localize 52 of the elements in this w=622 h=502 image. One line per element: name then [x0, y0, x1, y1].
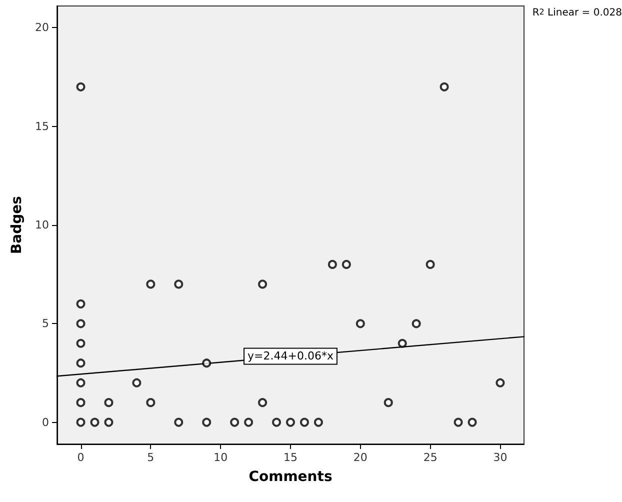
point	[286, 418, 295, 427]
point	[356, 319, 365, 328]
x-tick-label: 30	[493, 451, 508, 464]
x-tick-label: 15	[284, 451, 298, 464]
point	[174, 280, 184, 289]
point	[76, 82, 86, 92]
y-tick-label: 15	[35, 120, 49, 133]
point	[146, 280, 156, 289]
annotation: y=2.44+0.06*x	[248, 350, 334, 363]
point	[146, 398, 156, 408]
point	[76, 418, 86, 427]
point	[76, 398, 86, 408]
point	[104, 418, 114, 427]
x-axis-title: Comments	[248, 469, 332, 485]
x-tick-label: 0	[77, 451, 84, 464]
x-tick-label: 5	[147, 451, 154, 464]
point	[258, 280, 268, 289]
point	[300, 418, 309, 427]
y-tick-label: 5	[42, 317, 49, 330]
y-tick-label: 0	[42, 416, 49, 429]
point	[132, 378, 142, 388]
point	[104, 398, 114, 408]
point	[342, 260, 351, 269]
point	[412, 319, 421, 328]
y-tick-label: 10	[35, 218, 49, 232]
point	[384, 398, 393, 408]
point	[328, 260, 337, 269]
point	[76, 358, 86, 368]
x-tick-label: 10	[214, 451, 228, 464]
point	[76, 378, 86, 388]
x-tick-label: 20	[353, 451, 368, 464]
point	[202, 358, 212, 368]
point	[496, 378, 505, 388]
point	[314, 418, 323, 427]
point	[426, 260, 435, 269]
point	[440, 82, 449, 92]
point	[244, 418, 254, 427]
point	[76, 338, 86, 348]
point	[90, 418, 100, 427]
point	[76, 319, 86, 328]
point	[174, 418, 184, 427]
y-tick-label: 20	[35, 21, 49, 34]
point	[272, 418, 282, 427]
point	[468, 418, 477, 427]
point	[454, 418, 463, 427]
point	[258, 398, 268, 408]
point	[76, 299, 86, 308]
point	[202, 418, 212, 427]
x-tick-label: 25	[423, 451, 438, 464]
point	[230, 418, 240, 427]
point	[398, 338, 407, 348]
y-axis-title: Badges	[9, 196, 26, 254]
